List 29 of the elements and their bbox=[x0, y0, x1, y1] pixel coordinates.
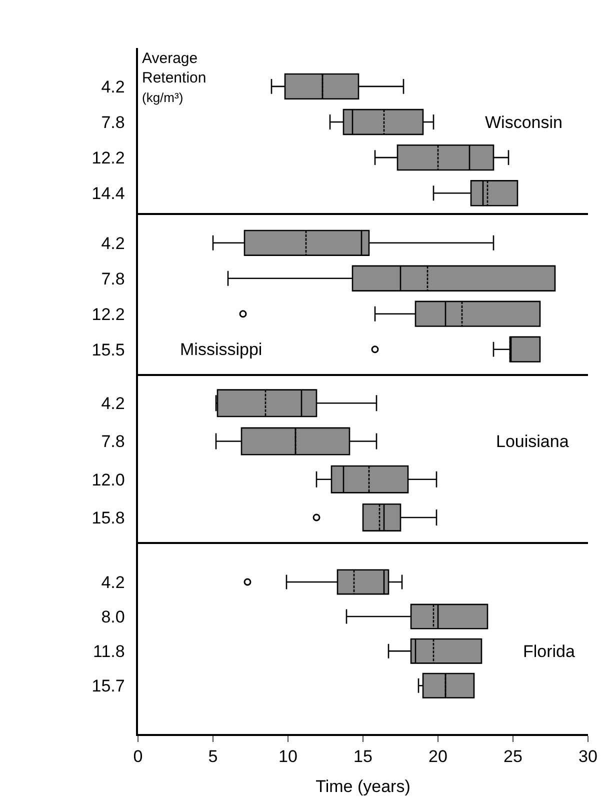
y-axis-title: Average Retention (kg/m³) bbox=[142, 50, 206, 105]
y-tick-label: 15.8 bbox=[92, 508, 125, 528]
annotation: Florida bbox=[523, 642, 576, 661]
x-tick-label: 10 bbox=[278, 747, 298, 766]
y-tick-label: 11.8 bbox=[93, 642, 125, 662]
y-tick-label: 7.8 bbox=[101, 269, 125, 288]
annotation: Wisconsin bbox=[485, 113, 562, 132]
x-tick-label: 30 bbox=[578, 747, 598, 766]
y-tick-label: 7.8 bbox=[101, 112, 125, 132]
x-tick-label: 5 bbox=[208, 747, 218, 766]
x-tick-label: 0 bbox=[133, 747, 143, 766]
annotation: Louisiana bbox=[496, 432, 570, 451]
x-tick-label: 25 bbox=[504, 747, 522, 766]
y-tick-label: 14.4 bbox=[92, 184, 125, 204]
y-tick-label: 15.5 bbox=[92, 340, 125, 360]
x-tick-label: 20 bbox=[428, 747, 448, 766]
y-tick-label: 4.2 bbox=[101, 77, 125, 96]
y-tick-label: 4.2 bbox=[101, 394, 125, 414]
y-tick-label: 12.2 bbox=[92, 148, 125, 168]
y-tick-label: 4.2 bbox=[101, 234, 125, 253]
annotation: Mississippi bbox=[180, 340, 262, 359]
x-axis-title: Time (years) bbox=[316, 777, 410, 796]
x-tick-label: 15 bbox=[354, 747, 372, 766]
y-tick-label: 7.8 bbox=[101, 432, 125, 452]
y-tick-label: 12.0 bbox=[92, 470, 125, 490]
y-tick-label: 8.0 bbox=[101, 607, 125, 626]
y-tick-label: 15.7 bbox=[92, 676, 125, 696]
y-tick-label: 12.2 bbox=[92, 304, 125, 324]
y-tick-label: 4.2 bbox=[101, 572, 125, 592]
